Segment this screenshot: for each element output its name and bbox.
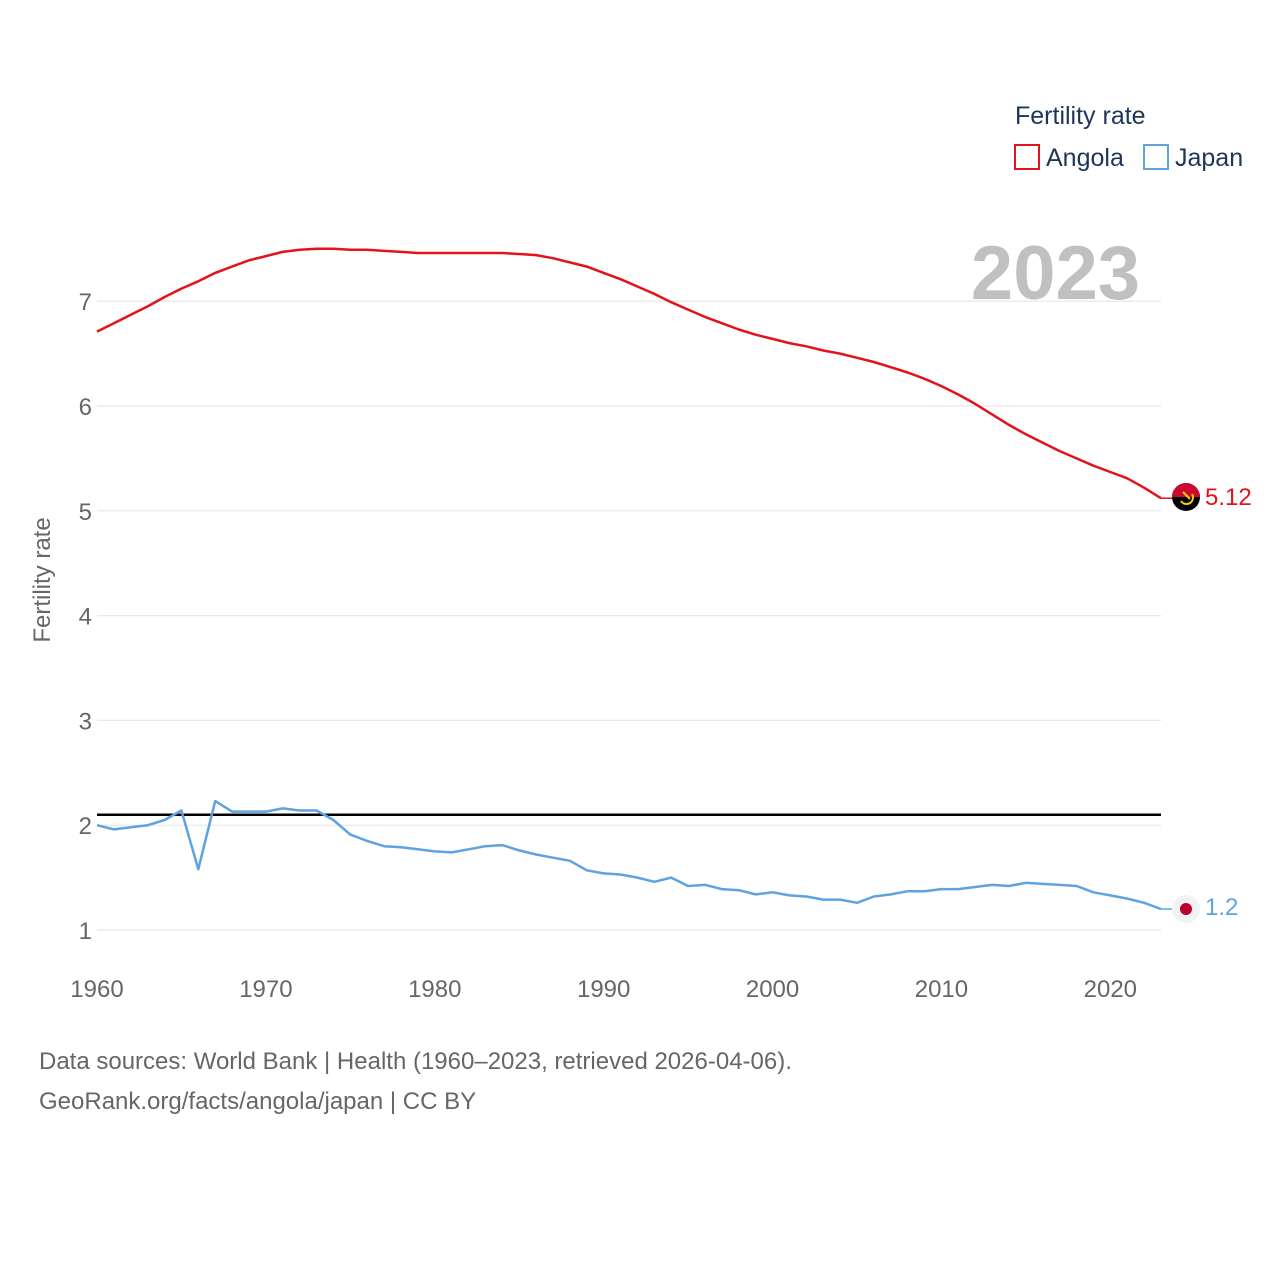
source-line-2[interactable]: GeoRank.org/facts/angola/japan | CC BY <box>39 1088 477 1115</box>
angola-end-label: 5.12 <box>1205 484 1252 511</box>
y-tick-label: 1 <box>79 918 92 945</box>
angola-end-marker: 5.12 <box>1172 483 1252 511</box>
y-tick-label: 4 <box>79 604 92 631</box>
x-tick-label: 2020 <box>1084 976 1137 1003</box>
series-line-japan[interactable] <box>96 799 1162 911</box>
legend-item-japan[interactable]: Japan <box>1143 144 1243 172</box>
angola-flag-emblem <box>1180 493 1195 506</box>
x-tick-label: 1970 <box>239 976 292 1003</box>
x-axis: 1960 1970 1980 1990 2000 2010 2020 <box>70 976 1137 1003</box>
y-tick-label: 5 <box>79 499 92 526</box>
legend-title: Fertility rate <box>1015 102 1146 130</box>
source-note: Data sources: World Bank | Health (1960–… <box>39 1042 792 1122</box>
legend-item-angola[interactable]: Angola <box>1014 144 1124 172</box>
x-tick-label: 1960 <box>70 976 123 1003</box>
japan-flag-sun <box>1180 903 1192 915</box>
y-tick-label: 6 <box>79 394 92 421</box>
legend-label-angola: Angola <box>1046 144 1124 172</box>
legend: Fertility rate Angola Japan <box>1014 102 1243 172</box>
series-line-angola[interactable] <box>96 247 1162 500</box>
line-chart: 1 2 3 4 5 6 7 1960 1970 1980 1990 2000 2010 2020 Fer… <box>29 102 1252 1003</box>
y-tick-label: 2 <box>79 813 92 840</box>
y-tick-label: 7 <box>79 289 92 316</box>
x-tick-label: 1980 <box>408 976 461 1003</box>
legend-label-japan: Japan <box>1175 144 1243 172</box>
x-tick-label: 1990 <box>577 976 630 1003</box>
angola-flag-machete <box>1182 491 1191 500</box>
japan-end-marker: 1.2 <box>1172 894 1238 923</box>
y-tick-label: 3 <box>79 708 92 735</box>
legend-swatch-japan <box>1143 144 1169 170</box>
angola-flag-red-half <box>1172 483 1200 497</box>
source-line-1: Data sources: World Bank | Health (1960–… <box>39 1048 792 1075</box>
gridlines <box>97 300 1161 931</box>
japan-end-label: 1.2 <box>1205 894 1238 921</box>
y-axis-label: Fertility rate <box>29 517 56 642</box>
y-axis: 1 2 3 4 5 6 7 <box>79 289 92 945</box>
x-tick-label: 2000 <box>746 976 799 1003</box>
year-display: 2023 <box>971 231 1140 316</box>
legend-swatch-angola <box>1014 144 1040 170</box>
series <box>96 247 1172 911</box>
x-tick-label: 2010 <box>915 976 968 1003</box>
